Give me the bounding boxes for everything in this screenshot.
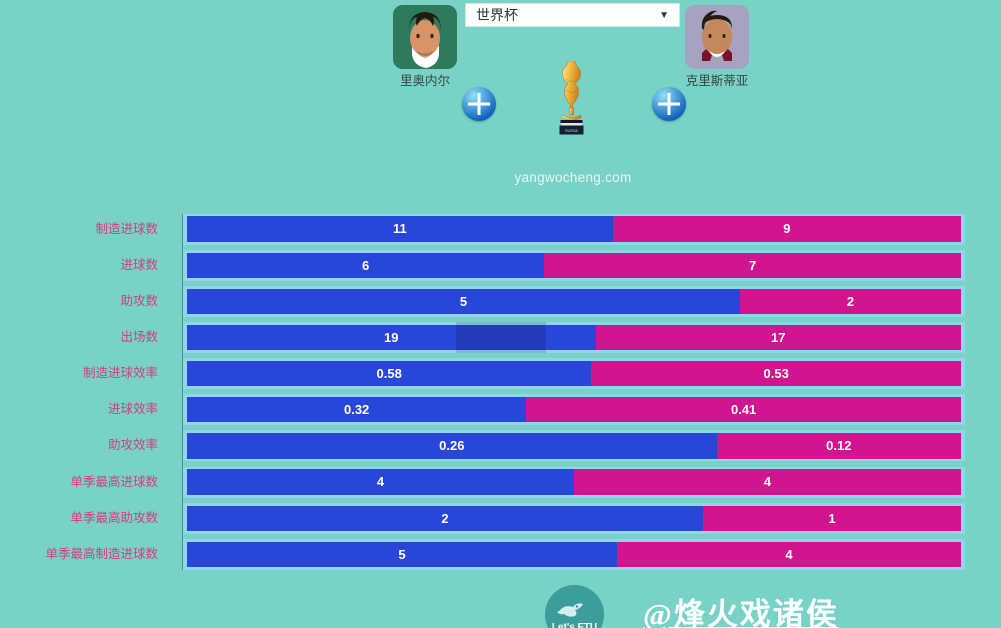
svg-text:RUSSIA: RUSSIA — [565, 129, 578, 133]
